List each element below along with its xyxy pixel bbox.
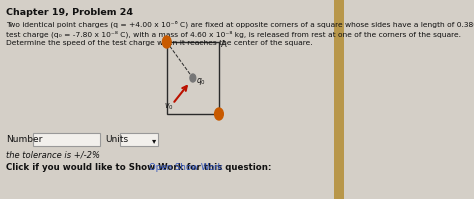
Bar	[334, 0, 344, 199]
Bar	[33, 133, 100, 146]
Bar	[120, 133, 158, 146]
Text: $q_0$: $q_0$	[197, 76, 207, 87]
Text: ▾: ▾	[152, 137, 156, 145]
Circle shape	[190, 74, 196, 82]
Text: $v_0$: $v_0$	[164, 102, 173, 112]
Text: A: A	[221, 40, 227, 49]
Text: Chapter 19, Problem 24: Chapter 19, Problem 24	[6, 8, 133, 17]
Text: test charge (q₀ = -7.80 x 10⁻⁸ C), with a mass of 4.60 x 10⁻⁸ kg, is released fr: test charge (q₀ = -7.80 x 10⁻⁸ C), with …	[6, 30, 461, 37]
Circle shape	[215, 108, 223, 120]
Text: Two identical point charges (q = +4.00 x 10⁻⁶ C) are fixed at opposite corners o: Two identical point charges (q = +4.00 x…	[6, 20, 474, 27]
Text: Click if you would like to Show Work for this question:: Click if you would like to Show Work for…	[6, 164, 271, 173]
Text: Units: Units	[105, 136, 128, 144]
Text: Number: Number	[6, 136, 42, 144]
Text: Determine the speed of the test charge when it reaches the center of the square.: Determine the speed of the test charge w…	[6, 40, 312, 46]
Text: Open Show Work: Open Show Work	[149, 164, 222, 173]
Text: the tolerance is +/-2%: the tolerance is +/-2%	[6, 150, 100, 160]
Circle shape	[163, 36, 171, 48]
